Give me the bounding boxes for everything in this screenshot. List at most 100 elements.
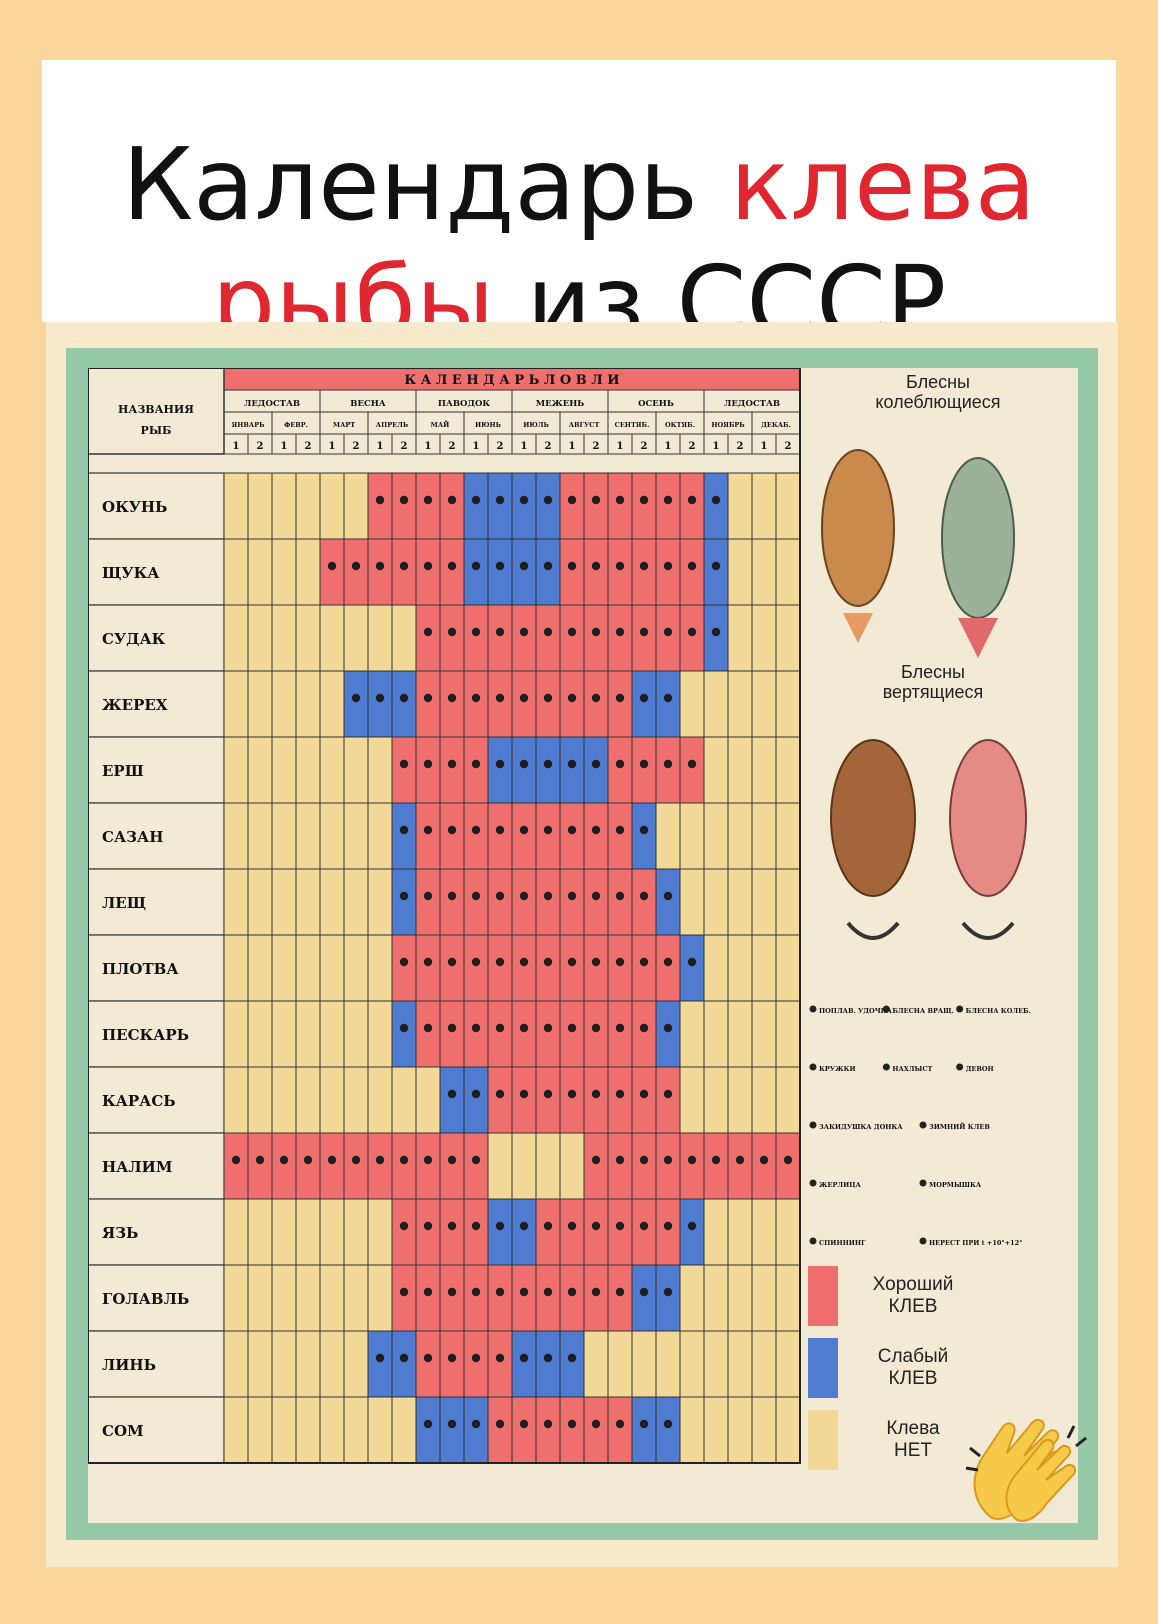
bite-cell <box>487 472 513 540</box>
legend-symbol-icon <box>882 1005 890 1013</box>
bite-cell <box>511 1000 537 1068</box>
half-label: 2 <box>737 441 744 452</box>
bite-cell <box>607 1000 633 1068</box>
lure-marker <box>615 957 625 967</box>
lure-marker <box>663 957 673 967</box>
bite-cell <box>319 1132 345 1200</box>
lure-marker <box>471 693 481 703</box>
half-label: 1 <box>713 441 720 452</box>
lure-marker <box>639 1287 649 1297</box>
bite-cell <box>727 472 753 540</box>
lure-marker <box>615 1089 625 1099</box>
fish-name-cell <box>88 736 225 804</box>
lure-marker <box>471 1353 481 1363</box>
lure-marker <box>615 1155 625 1165</box>
bite-cell <box>487 604 513 672</box>
bite-cell <box>319 1066 345 1134</box>
lure-marker <box>327 1155 337 1165</box>
lure-marker <box>519 891 529 901</box>
bite-cell <box>247 736 273 804</box>
bite-cell <box>703 1066 729 1134</box>
lure-marker <box>687 495 697 505</box>
lure-marker <box>447 693 457 703</box>
lure-marker <box>447 957 457 967</box>
legend-symbol-icon <box>809 1005 817 1013</box>
legend-symbol-icon <box>919 1179 927 1187</box>
lure-marker <box>591 1089 601 1099</box>
bite-cell <box>295 802 321 870</box>
legend-symbol-label: ЖЕРЛИЦА <box>819 1181 862 1189</box>
bite-cell <box>439 472 465 540</box>
lure-marker <box>519 825 529 835</box>
legend-color-label: Клева <box>886 1418 940 1439</box>
lure-marker <box>639 825 649 835</box>
bite-cell <box>535 1264 561 1332</box>
fish-name: ЖЕРЕХ <box>102 696 168 714</box>
lure-marker <box>423 1353 433 1363</box>
lure-marker <box>399 1221 409 1231</box>
bite-cell <box>463 736 489 804</box>
bite-cell <box>751 1396 777 1464</box>
bite-cell <box>391 1396 417 1464</box>
bite-cell <box>631 868 657 936</box>
bite-cell <box>751 1132 777 1200</box>
bite-cell <box>607 868 633 936</box>
bite-cell <box>535 1132 561 1200</box>
bite-cell <box>319 868 345 936</box>
lure-marker <box>447 495 457 505</box>
lure-marker <box>351 1155 361 1165</box>
bite-cell <box>607 736 633 804</box>
bite-cell <box>295 934 321 1002</box>
bite-cell <box>703 868 729 936</box>
lure-marker <box>687 1221 697 1231</box>
half-label: 1 <box>473 441 480 452</box>
bite-cell <box>607 670 633 738</box>
lure-marker <box>591 759 601 769</box>
bite-cell <box>271 604 297 672</box>
bite-cell <box>439 670 465 738</box>
lure-marker <box>567 693 577 703</box>
bite-cell <box>223 472 249 540</box>
lure-marker <box>639 759 649 769</box>
lure-marker <box>639 1221 649 1231</box>
bite-cell <box>247 604 273 672</box>
bite-cell <box>415 1000 441 1068</box>
lure-marker <box>567 495 577 505</box>
half-label: 1 <box>377 441 384 452</box>
half-label: 1 <box>761 441 768 452</box>
bite-cell <box>439 1396 465 1464</box>
bite-cell <box>439 538 465 606</box>
lure-marker <box>591 1155 601 1165</box>
lure-marker <box>327 561 337 571</box>
lure-marker <box>423 627 433 637</box>
bite-cell <box>367 670 393 738</box>
bite-cell <box>583 1330 609 1398</box>
bite-cell <box>775 670 801 738</box>
bite-cell <box>655 538 681 606</box>
lure-marker <box>471 1221 481 1231</box>
bite-cell <box>727 934 753 1002</box>
lure-marker <box>615 1221 625 1231</box>
bite-cell <box>583 1264 609 1332</box>
lure-marker <box>447 891 457 901</box>
half-label: 1 <box>569 441 576 452</box>
bite-cell <box>559 604 585 672</box>
half-label: 1 <box>521 441 528 452</box>
lure-marker <box>543 561 553 571</box>
legend-symbol-label: ПОПЛАВ. УДОЧКА <box>819 1007 893 1015</box>
season-label: ОСЕНЬ <box>638 399 674 409</box>
lure-marker <box>687 759 697 769</box>
lure-marker <box>471 627 481 637</box>
bite-cell <box>487 1330 513 1398</box>
bite-cell <box>271 472 297 540</box>
bite-cell <box>367 604 393 672</box>
bite-cell <box>415 670 441 738</box>
bite-cell <box>295 1264 321 1332</box>
bite-cell <box>463 802 489 870</box>
bite-cell <box>559 1132 585 1200</box>
bite-cell <box>751 1066 777 1134</box>
bite-cell <box>703 1330 729 1398</box>
fish-name-cell <box>88 934 225 1002</box>
lure-marker <box>447 1089 457 1099</box>
fish-header-text: РЫБ <box>141 424 172 437</box>
